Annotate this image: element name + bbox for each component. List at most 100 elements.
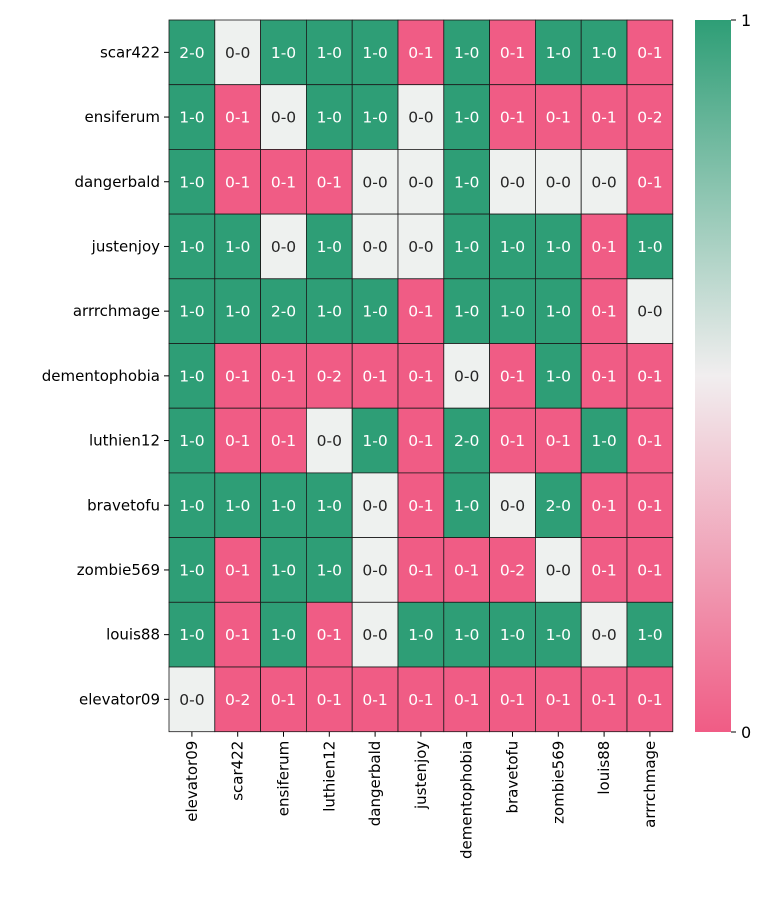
cell-value-label: 0-1 xyxy=(408,561,433,579)
heatmap-cell xyxy=(305,472,353,538)
cell-value-label: 0-1 xyxy=(500,109,525,127)
heatmap-cell xyxy=(489,601,536,668)
heatmap-cell xyxy=(535,407,582,474)
cell-value-label: 1-0 xyxy=(271,44,296,62)
heatmap-cell xyxy=(626,84,674,150)
cell-value-label: 1-0 xyxy=(546,626,571,644)
cell-value-label: 0-0 xyxy=(362,497,387,515)
cell-value-label: 1-0 xyxy=(591,432,616,450)
heatmap-cell xyxy=(260,278,307,344)
heatmap-cell xyxy=(305,19,353,86)
cell-value-label: 0-1 xyxy=(225,109,250,127)
cell-value-label: 0-1 xyxy=(591,109,616,127)
heatmap-cell xyxy=(489,537,536,603)
heatmap-cell xyxy=(305,343,353,409)
cell-value-label: 1-0 xyxy=(225,238,250,256)
cell-value-label: 1-0 xyxy=(362,109,387,127)
heatmap-cell xyxy=(535,343,582,409)
cell-value-label: 1-0 xyxy=(637,238,662,256)
cell-value-label: 0-1 xyxy=(408,44,433,62)
cell-value-label: 1-0 xyxy=(179,109,204,127)
cell-value-label: 1-0 xyxy=(591,44,616,62)
cell-value-label: 1-0 xyxy=(546,367,571,385)
cell-value-label: 0-1 xyxy=(271,691,296,709)
cell-value-label: 1-0 xyxy=(317,109,342,127)
heatmap-cell xyxy=(443,148,490,215)
heatmap-cell xyxy=(626,537,674,603)
cell-value-label: 0-1 xyxy=(317,173,342,191)
cell-value-label: 0-0 xyxy=(591,173,616,191)
row-label: arrrchmage xyxy=(73,302,160,320)
heatmap-cell xyxy=(489,407,536,474)
cell-value-label: 1-0 xyxy=(362,303,387,321)
heatmap-cell xyxy=(214,472,262,538)
cell-value-label: 1-0 xyxy=(317,497,342,515)
cell-value-label: 1-0 xyxy=(637,626,662,644)
heatmap-cell xyxy=(351,213,399,280)
cell-value-label: 1-0 xyxy=(179,238,204,256)
row-label: bravetofu xyxy=(87,496,160,514)
cell-value-label: 1-0 xyxy=(317,561,342,579)
heatmap-cell xyxy=(397,472,445,538)
colorbar-label-min: 0 xyxy=(741,723,751,742)
heatmap-cell xyxy=(489,19,536,86)
heatmap-cell xyxy=(535,84,582,150)
heatmap-cell xyxy=(489,666,536,733)
cell-value-label: 1-0 xyxy=(179,626,204,644)
heatmap-cell xyxy=(214,407,262,474)
cell-value-label: 0-1 xyxy=(271,432,296,450)
heatmap-cell xyxy=(260,148,307,215)
colorbar-gradient xyxy=(695,20,731,732)
heatmap-cell xyxy=(397,537,445,603)
cell-value-label: 2-0 xyxy=(271,303,296,321)
cell-value-label: 0-0 xyxy=(591,626,616,644)
heatmap-cell xyxy=(305,537,353,603)
cell-value-label: 1-0 xyxy=(179,303,204,321)
row-label: dangerbald xyxy=(74,173,160,191)
heatmap-cell xyxy=(305,407,353,474)
cell-value-label: 0-1 xyxy=(591,561,616,579)
heatmap-cell xyxy=(443,407,490,474)
cell-value-label: 0-1 xyxy=(500,432,525,450)
cell-value-label: 0-1 xyxy=(637,367,662,385)
cell-value-label: 0-1 xyxy=(225,432,250,450)
heatmap-cell xyxy=(535,148,582,215)
heatmap-cell xyxy=(397,343,445,409)
row-label: louis88 xyxy=(106,626,160,644)
colorbar: 1 0 xyxy=(695,11,751,742)
heatmap-cell xyxy=(168,601,216,668)
heatmap-cell xyxy=(168,278,216,344)
cell-value-label: 0-1 xyxy=(546,109,571,127)
heatmap-cell xyxy=(580,472,628,538)
cell-value-label: 0-1 xyxy=(408,432,433,450)
cell-value-label: 0-0 xyxy=(271,109,296,127)
heatmap-cell xyxy=(443,84,490,150)
cell-value-label: 1-0 xyxy=(271,497,296,515)
cell-value-label: 0-1 xyxy=(317,626,342,644)
cell-value-label: 0-1 xyxy=(362,367,387,385)
cell-value-label: 2-0 xyxy=(546,497,571,515)
cell-value-label: 0-2 xyxy=(500,561,525,579)
cell-value-label: 0-0 xyxy=(546,173,571,191)
cell-value-label: 0-1 xyxy=(637,44,662,62)
cell-value-label: 0-0 xyxy=(271,238,296,256)
cell-value-label: 0-1 xyxy=(225,626,250,644)
column-label: ensiferum xyxy=(275,741,293,817)
cell-value-label: 1-0 xyxy=(317,238,342,256)
heatmap-cell xyxy=(260,407,307,474)
heatmap-cell xyxy=(397,213,445,280)
heatmap-cell xyxy=(260,84,307,150)
column-label: luthien12 xyxy=(320,741,338,812)
heatmap-cell xyxy=(260,537,307,603)
heatmap-cell xyxy=(214,278,262,344)
row-label: luthien12 xyxy=(89,432,160,450)
cell-value-label: 1-0 xyxy=(546,44,571,62)
cell-value-label: 0-2 xyxy=(637,109,662,127)
cell-value-label: 1-0 xyxy=(500,238,525,256)
cell-value-label: 0-0 xyxy=(408,173,433,191)
heatmap-cell xyxy=(626,601,674,668)
heatmap-cell xyxy=(260,19,307,86)
heatmap-cell xyxy=(626,19,674,86)
cell-value-label: 1-0 xyxy=(179,173,204,191)
